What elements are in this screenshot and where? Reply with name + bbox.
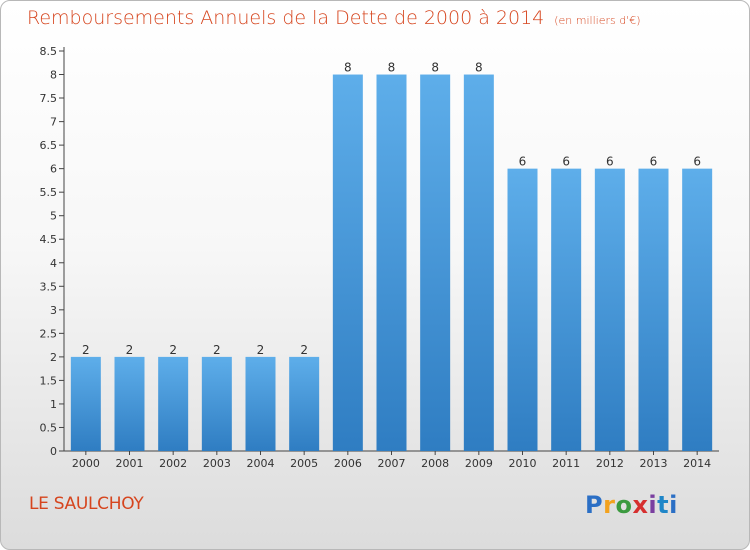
chart-labels: 2 2000 2 2001 2 2002 2 2003 2 2004 2 2005 8 2006 8 2007…: [72, 61, 711, 470]
y-tick-label: 0.5: [40, 421, 58, 434]
bar-value-label: 2: [213, 343, 221, 357]
logo-letter: P: [585, 491, 604, 519]
x-tick-label: 2000: [72, 457, 100, 470]
y-tick-label: 3: [50, 304, 57, 317]
bar-value-label: 8: [431, 61, 439, 75]
x-tick-label: 2002: [159, 457, 187, 470]
logo-letter: i: [669, 491, 678, 519]
bar-value-label: 6: [519, 155, 527, 169]
x-tick-label: 2009: [465, 457, 493, 470]
y-tick-label: 2: [50, 351, 57, 364]
chart-bars: [70, 74, 713, 451]
y-tick-label: 1.5: [40, 374, 58, 387]
y-tick-label: 3.5: [40, 280, 58, 293]
y-tick-label: 7: [50, 116, 57, 129]
chart-subtitle: (en milliers d'€): [554, 14, 641, 27]
logo-letter: r: [603, 491, 616, 519]
bar-value-label: 8: [388, 61, 396, 75]
bar-value-label: 8: [344, 61, 352, 75]
x-tick-label: 2004: [247, 457, 275, 470]
bar-value-label: 2: [126, 343, 134, 357]
x-tick-label: 2012: [596, 457, 624, 470]
bar: [507, 168, 538, 451]
logo-letter: x: [632, 491, 649, 519]
bar: [245, 356, 276, 451]
bar: [376, 74, 407, 451]
bar: [420, 74, 451, 451]
bar-value-label: 2: [82, 343, 90, 357]
y-tick-label: 8.5: [40, 45, 58, 58]
commune-name: LE SAULCHOY: [29, 494, 144, 514]
x-tick-label: 2003: [203, 457, 231, 470]
bar: [201, 356, 232, 451]
x-tick-label: 2010: [509, 457, 537, 470]
y-tick-label: 6.5: [40, 139, 58, 152]
bar: [682, 168, 713, 451]
bar: [114, 356, 145, 451]
y-tick-label: 1: [50, 398, 57, 411]
logo-letter: i: [648, 491, 658, 519]
chart-title: Remboursements Annuels de la Dette de 20…: [27, 7, 641, 29]
bar: [638, 168, 669, 451]
y-tick-label: 0: [50, 445, 57, 458]
y-tick-label: 5.5: [40, 186, 58, 199]
bar: [594, 168, 625, 451]
proxiti-logo: Proxiti: [585, 491, 678, 519]
bar-value-label: 2: [300, 343, 308, 357]
x-tick-label: 2007: [378, 457, 406, 470]
bar: [70, 356, 101, 451]
x-tick-label: 2011: [552, 457, 580, 470]
y-tick-label: 2.5: [40, 327, 58, 340]
x-tick-label: 2014: [683, 457, 711, 470]
bar-value-label: 6: [650, 155, 658, 169]
bar: [158, 356, 189, 451]
bar: [332, 74, 363, 451]
x-tick-label: 2001: [116, 457, 144, 470]
y-tick-label: 5: [50, 210, 57, 223]
bar: [463, 74, 494, 451]
y-tick-label: 7.5: [40, 92, 58, 105]
bar: [289, 356, 320, 451]
chart-title-text: Remboursements Annuels de la Dette de 20…: [27, 7, 545, 29]
bar-value-label: 6: [562, 155, 570, 169]
bar-value-label: 8: [475, 61, 483, 75]
bar-value-label: 6: [693, 155, 701, 169]
bar-value-label: 2: [257, 343, 265, 357]
x-tick-label: 2013: [640, 457, 668, 470]
x-tick-label: 2006: [334, 457, 362, 470]
bar: [551, 168, 582, 451]
logo-letter: o: [615, 491, 633, 519]
x-tick-label: 2005: [290, 457, 318, 470]
x-tick-label: 2008: [421, 457, 449, 470]
y-tick-label: 8: [50, 69, 57, 82]
y-tick-label: 4.5: [40, 233, 58, 246]
bar-value-label: 2: [169, 343, 177, 357]
bar-value-label: 6: [606, 155, 614, 169]
y-tick-label: 4: [50, 257, 57, 270]
logo-letter: t: [657, 491, 670, 519]
y-tick-label: 6: [50, 163, 57, 176]
